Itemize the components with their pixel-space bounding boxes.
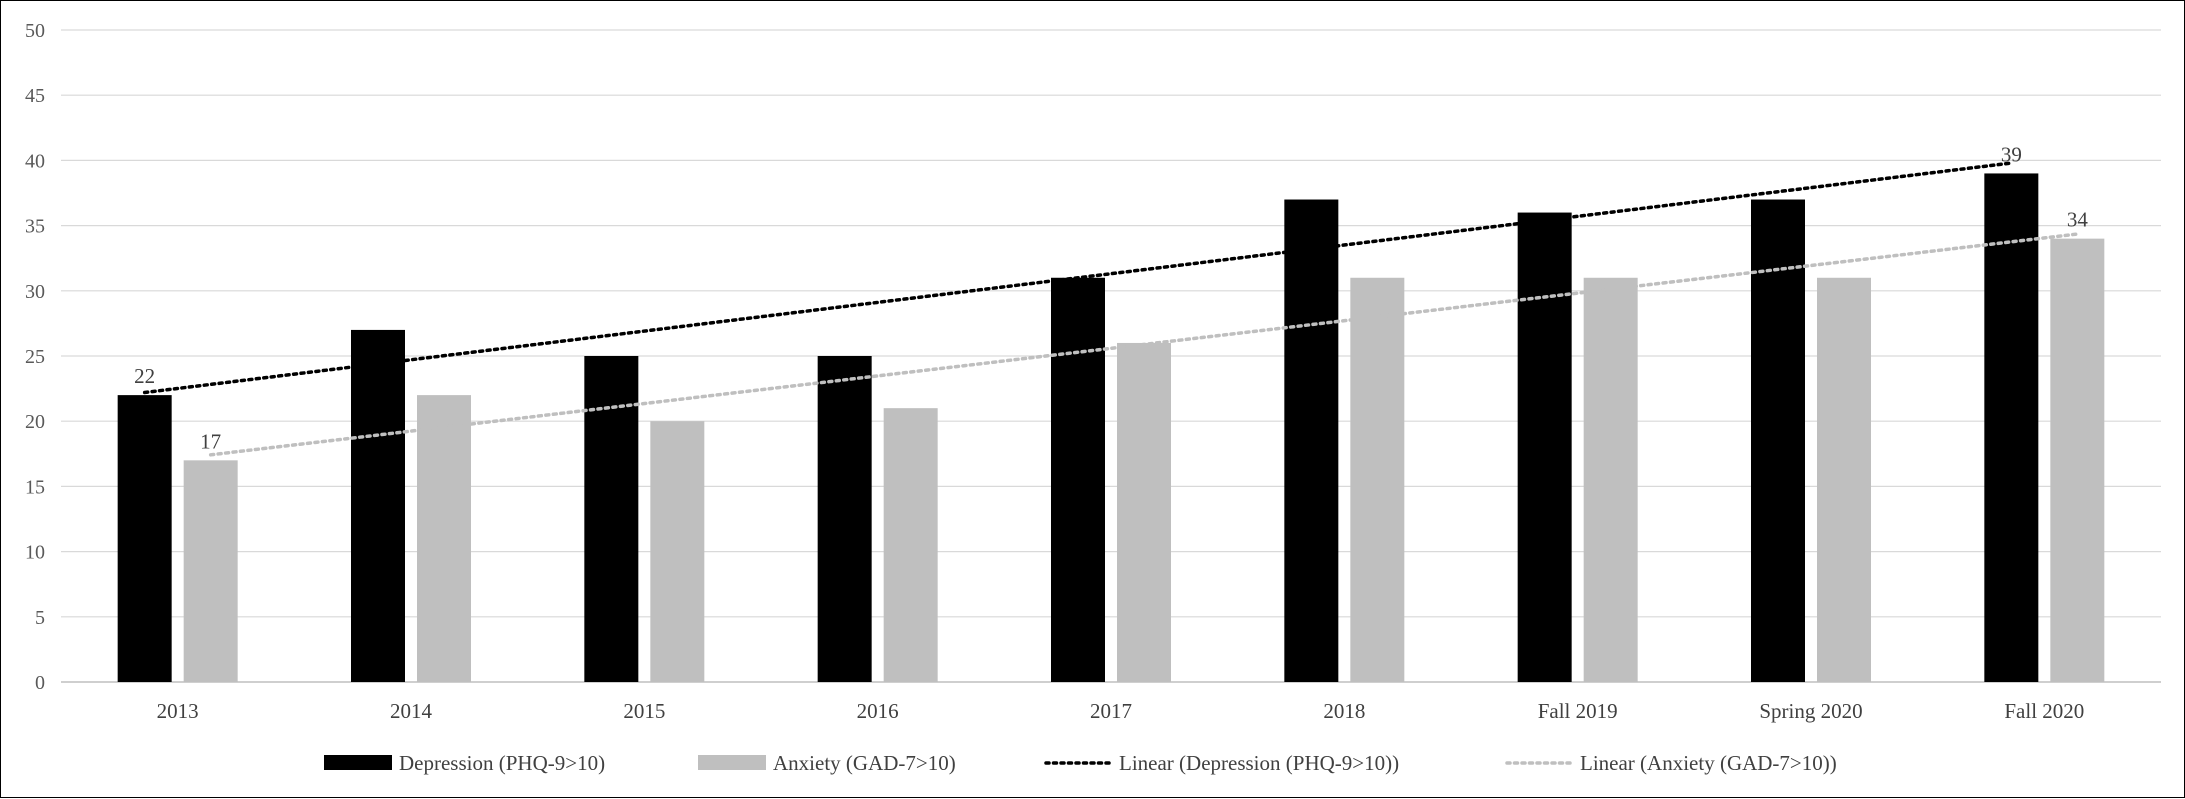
legend-anxiety-label: Anxiety (GAD-7>10) xyxy=(773,751,956,775)
data-label: 34 xyxy=(2067,208,2089,232)
anxiety-bar xyxy=(650,421,705,682)
y-tick-label: 10 xyxy=(25,542,45,564)
y-tick-label: 40 xyxy=(25,150,45,172)
data-label: 39 xyxy=(2001,142,2022,166)
x-tick-label: Fall 2019 xyxy=(1538,699,1618,723)
anxiety-bar xyxy=(1817,277,1871,682)
y-tick-label: 50 xyxy=(25,20,45,42)
x-tick-label: Spring 2020 xyxy=(1759,699,1862,723)
x-tick-label: Fall 2020 xyxy=(2004,699,2084,723)
anxiety-trendline xyxy=(208,232,2080,457)
anxiety-bar xyxy=(1350,277,1405,682)
depression-bar xyxy=(1751,199,1805,682)
anxiety-bar xyxy=(2050,238,2105,682)
anxiety-bar xyxy=(417,395,471,682)
y-tick-label: 45 xyxy=(25,85,45,107)
legend-anxiety-swatch xyxy=(698,755,766,770)
depression-bar xyxy=(1051,277,1105,682)
depression-bar xyxy=(1517,212,1572,682)
data-label: 22 xyxy=(134,364,155,388)
y-tick-label: 35 xyxy=(25,216,45,238)
x-tick-label: 2018 xyxy=(1323,699,1365,723)
anxiety-bar xyxy=(1117,342,1171,682)
y-tick-label: 30 xyxy=(25,281,45,303)
legend-depression-label: Depression (PHQ-9>10) xyxy=(399,751,605,775)
depression-bar xyxy=(117,395,172,682)
y-tick-label: 25 xyxy=(25,346,45,368)
x-tick-label: 2016 xyxy=(857,699,899,723)
depression-bar xyxy=(351,329,405,682)
x-tick-label: 2013 xyxy=(157,699,199,723)
depression-trendline xyxy=(142,161,2014,395)
legend-depression-swatch xyxy=(324,755,392,770)
anxiety-bar xyxy=(1583,277,1638,682)
data-label: 17 xyxy=(200,429,221,453)
y-tick-label: 0 xyxy=(35,672,45,694)
legend-depression-trend-label: Linear (Depression (PHQ-9>10)) xyxy=(1119,751,1399,775)
x-tick-label: 2014 xyxy=(390,699,433,723)
x-tick-label: 2015 xyxy=(623,699,665,723)
anxiety-bar xyxy=(883,408,938,682)
anxiety-bar xyxy=(183,460,238,682)
x-tick-label: 2017 xyxy=(1090,699,1132,723)
depression-bar xyxy=(1984,173,2039,682)
depression-bar xyxy=(817,356,872,682)
y-tick-label: 20 xyxy=(25,411,45,433)
y-tick-label: 5 xyxy=(35,607,45,629)
legend-anxiety-trend-label: Linear (Anxiety (GAD-7>10)) xyxy=(1580,751,1837,775)
y-tick-label: 15 xyxy=(25,476,45,498)
depression-bar xyxy=(1284,199,1339,682)
